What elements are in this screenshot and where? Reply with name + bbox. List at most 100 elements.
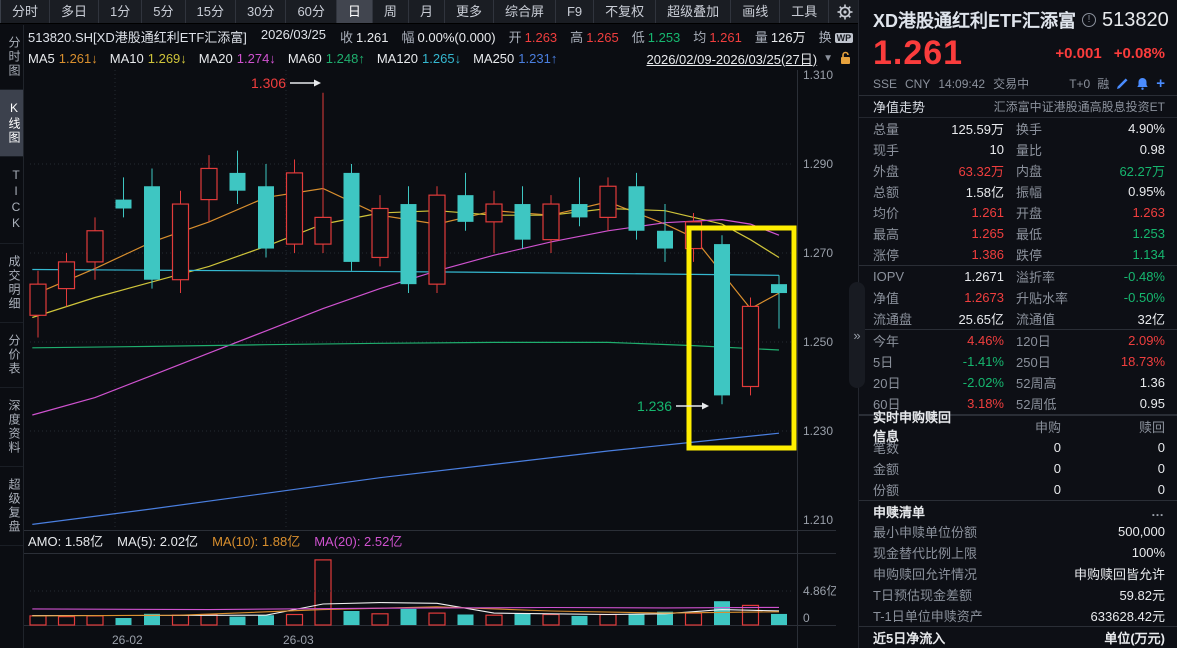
sidebar-item-TICK[interactable]: TICK	[0, 157, 23, 244]
tab-30分[interactable]: 30分	[236, 0, 287, 23]
gear-icon[interactable]	[837, 4, 853, 20]
date-range-label[interactable]: 2026/02/09-2026/03/25(27日)	[646, 51, 818, 67]
stat-value: 25.65亿	[958, 311, 1004, 327]
stat-row: 最高 1.265 最低 1.253	[859, 223, 1177, 244]
sidebar-item-分时图[interactable]: 分时图	[0, 25, 23, 90]
stat-value: 2.09%	[1128, 332, 1165, 348]
stat-value: 1.261	[971, 204, 1004, 220]
stat-value: 3.18%	[967, 395, 1004, 411]
period-toolbar: 分时 多日 1分 5分 15分 30分 60分日周月更多 综合屏 F9 不复权 超级叠加 画线 工具 …	[0, 0, 892, 24]
list-row-value: 100%	[1131, 545, 1165, 561]
window-menu-stub[interactable]	[0, 0, 1, 23]
tab-60分[interactable]: 60分	[286, 0, 337, 23]
alert-bell-icon[interactable]	[1136, 77, 1149, 90]
panel-collapse-handle[interactable]: »	[849, 282, 865, 388]
ma-label: MA20	[198, 50, 233, 66]
amo-legend-row: AMO: 1.58亿 MA(5): 2.02亿 MA(10): 1.88亿 MA(20…	[28, 531, 402, 551]
info-field-label: 幅	[401, 30, 415, 45]
tab-更多[interactable]: 更多	[445, 0, 494, 23]
toolbar-item-工具[interactable]: 工具	[780, 0, 830, 23]
info-field-value: 1.261	[709, 30, 742, 45]
nav-trend-label: 净值走势	[873, 99, 926, 115]
toolbar-item-不复权[interactable]: 不复权	[594, 0, 657, 23]
tab-分时[interactable]: 分时	[1, 0, 51, 23]
edit-icon[interactable]	[1116, 77, 1129, 90]
info-field-label: 均	[693, 30, 707, 45]
sidebar-item-超级复盘[interactable]: 超级复盘	[0, 467, 23, 546]
sidebar-item-分价表[interactable]: 分价表	[0, 323, 23, 388]
subscribe-row: 金额 0 0	[859, 458, 1177, 479]
flow-section-title: 近5日净流入	[873, 631, 946, 647]
stat-value: 0.95%	[1128, 183, 1165, 199]
stat-label: 内盘	[1016, 163, 1043, 179]
expander-icon: »	[853, 327, 861, 343]
ma-item-MA250: MA250 1.231↑	[473, 51, 557, 66]
nav-trend-row[interactable]: 净值走势 汇添富中证港股通高股息投资ET	[859, 96, 1177, 118]
toolbar-item-超级叠加[interactable]: 超级叠加	[656, 0, 732, 23]
tab-5分[interactable]: 5分	[142, 0, 186, 23]
ma-items: MA5 1.261↓ MA10 1.269↓ MA20 1.274↓ MA60 1.248↑ M…	[28, 51, 557, 66]
stat-value: 4.46%	[967, 332, 1004, 348]
ma-label: MA5	[28, 50, 55, 66]
stat-label: 最高	[873, 226, 900, 242]
sidebar-item-成交明细[interactable]: 成交明细	[0, 244, 23, 323]
x-axis-label: 26-03	[283, 633, 314, 647]
stat-row: 5日 -1.41% 250日 18.73%	[859, 351, 1177, 372]
tab-15分[interactable]: 15分	[186, 0, 236, 23]
fund-full-name: 汇添富中证港股通高股息投资ET	[993, 99, 1165, 114]
stat-value: 1.2671	[964, 268, 1004, 284]
toolbar-item-画线[interactable]: 画线	[731, 0, 781, 23]
tab-周[interactable]: 周	[373, 0, 409, 23]
ma-line-MA250	[32, 432, 780, 525]
lock-icon[interactable]	[839, 51, 852, 65]
stat-label: 跌停	[1016, 247, 1043, 263]
info-field-label: 低	[631, 30, 645, 45]
info-field-换: 换 WP	[819, 27, 854, 45]
info-field-value: 1.261	[355, 30, 389, 45]
amo-label: AMO: 1.58亿	[28, 534, 104, 549]
more-icon[interactable]: …	[1151, 503, 1165, 519]
stat-value: -2.02%	[962, 374, 1004, 390]
stat-label: 60日	[873, 396, 901, 412]
tab-1分[interactable]: 1分	[99, 0, 143, 23]
stat-label: 20日	[873, 375, 901, 391]
info-field-value: 1.265	[586, 30, 619, 45]
exchange-label: SSE	[873, 76, 898, 91]
tab-日[interactable]: 日	[336, 0, 373, 23]
add-watchlist-icon[interactable]: +	[1156, 74, 1165, 92]
subscribe-value: 0	[1053, 481, 1061, 497]
stat-label: 250日	[1016, 354, 1051, 370]
stat-label: 现手	[873, 142, 900, 158]
stat-value: 1.58亿	[965, 184, 1004, 200]
subscribe-col-header: 申购	[1034, 419, 1061, 435]
sidebar-item-K线图[interactable]: K线图	[0, 90, 23, 157]
subscribe-section-title: 实时申购赎回信息	[873, 410, 952, 445]
stat-row: 净值 1.2673 升贴水率 -0.50%	[859, 287, 1177, 308]
tab-月[interactable]: 月	[409, 0, 445, 23]
info-field-均: 均 1.261	[693, 27, 742, 45]
info-field-量: 量 126万	[755, 27, 806, 45]
currency-label: CNY	[905, 76, 931, 91]
vol-ma-line-MA20	[32, 606, 780, 611]
toolbar-item-F9[interactable]: F9	[556, 0, 595, 23]
kline-chart[interactable]: 1.310 1.290 1.270 1.250 1.230 1.210 26-02 26-03…	[24, 68, 838, 648]
tab-多日[interactable]: 多日	[50, 0, 100, 23]
y-axis-tick: 1.250	[803, 335, 833, 349]
ma-value: 1.265↓	[422, 50, 462, 66]
info-icon[interactable]: !	[1082, 13, 1097, 27]
ma-value: 1.248↑	[325, 50, 365, 66]
stat-row: 均价 1.261 开盘 1.263	[859, 202, 1177, 223]
redeem-value: 0	[1157, 481, 1165, 497]
chevron-down-icon[interactable]: ▼	[823, 52, 833, 64]
list-section-title: 申赎清单	[873, 504, 926, 520]
sidebar-item-深度资料[interactable]: 深度资料	[0, 388, 23, 467]
toolbar-item-综合屏[interactable]: 综合屏	[494, 0, 556, 23]
stat-label: 总额	[873, 184, 900, 200]
stat-label: 涨停	[873, 247, 900, 263]
stat-value: 4.90%	[1128, 120, 1165, 136]
highlight-box	[686, 225, 797, 451]
ma-item-MA60: MA60 1.248↑	[288, 51, 365, 66]
redeem-value: 0	[1157, 460, 1165, 476]
stat-label: 净值	[873, 290, 900, 306]
info-field-value: 1.263	[524, 30, 558, 45]
